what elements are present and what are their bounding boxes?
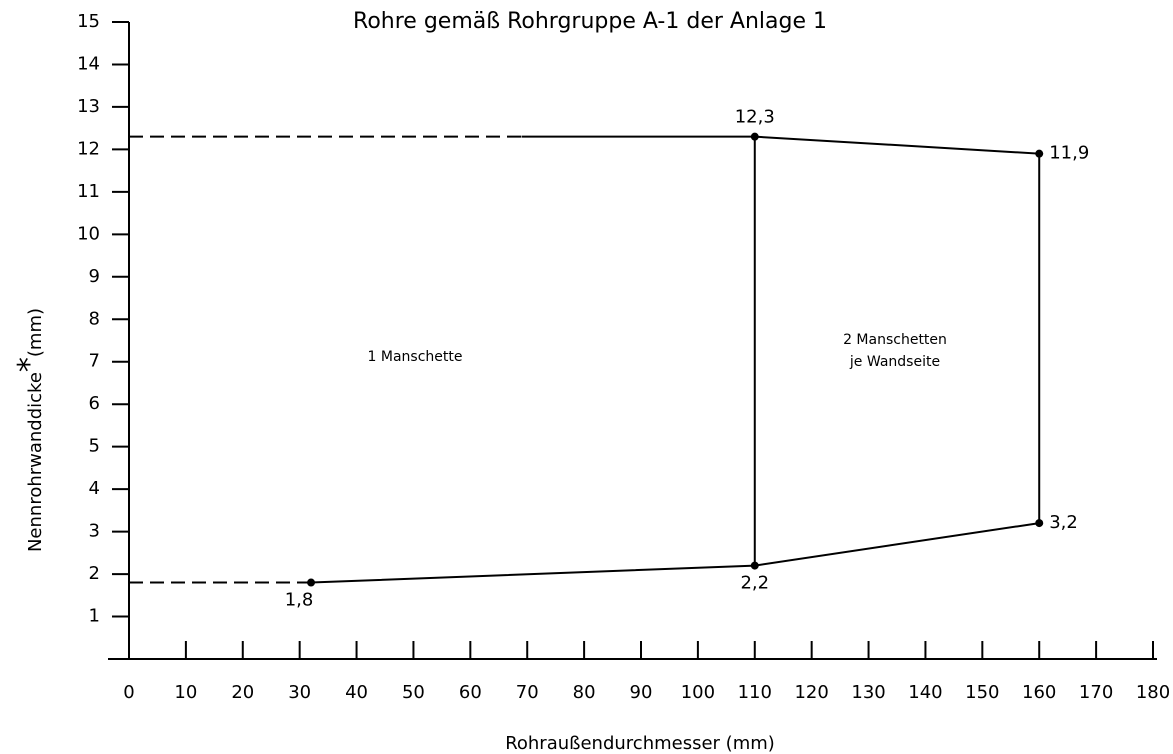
y-label-text: Nennrohrwanddicke — [25, 372, 46, 552]
annotation: 1 Manschette — [368, 349, 463, 365]
y-tick-label: 8 — [89, 308, 100, 329]
y-tick-label: 14 — [77, 53, 100, 74]
y-tick-label: 10 — [77, 223, 100, 244]
chart-title: Rohre gemäß Rohrgruppe A-1 der Anlage 1 — [353, 9, 827, 34]
x-tick-label: 70 — [516, 682, 539, 703]
y-label-mark: * — [12, 357, 47, 372]
line — [311, 135, 1041, 584]
x-tick-label: 0 — [123, 682, 134, 703]
x-tick-label: 140 — [908, 682, 942, 703]
y-label-unit: (mm) — [25, 308, 46, 357]
x-tick-label: 110 — [738, 682, 772, 703]
x-tick-label: 60 — [459, 682, 482, 703]
y-tick-label: 12 — [77, 138, 100, 159]
y-tick-label: 6 — [89, 393, 100, 414]
y-tick-label: 13 — [77, 96, 100, 117]
x-tick-label: 50 — [402, 682, 425, 703]
x-tick-label: 10 — [174, 682, 197, 703]
x-tick-label: 20 — [231, 682, 254, 703]
data-label: 12,3 — [735, 107, 775, 128]
y-tick-label: 15 — [77, 11, 100, 32]
data-label: 11,9 — [1049, 143, 1089, 164]
y-tick-label: 1 — [89, 606, 100, 627]
y-tick-label: 11 — [77, 181, 100, 202]
y-tick-label: 4 — [89, 478, 100, 499]
point — [1035, 519, 1044, 528]
annotation: je Wandseite — [849, 354, 940, 370]
y-axis-label: Nennrohrwanddicke*(mm) — [12, 308, 47, 552]
point — [750, 132, 759, 141]
x-tick-label: 40 — [345, 682, 368, 703]
x-tick-label: 80 — [573, 682, 596, 703]
annotation: 2 Manschetten — [843, 332, 947, 348]
x-tick-label: 150 — [965, 682, 999, 703]
x-axis-label: Rohraußendurchmesser (mm) — [505, 733, 775, 754]
data-label: 1,8 — [285, 590, 314, 611]
y-tick-label: 5 — [89, 436, 100, 457]
x-tick-label: 100 — [681, 682, 715, 703]
y-tick-label: 3 — [89, 521, 100, 542]
x-tick-label: 120 — [794, 682, 828, 703]
y-tick-label: 7 — [89, 351, 100, 372]
data-label: 2,2 — [740, 573, 769, 594]
point — [1035, 149, 1044, 158]
y-tick-label: 9 — [89, 266, 100, 287]
x-tick-label: 180 — [1136, 682, 1170, 703]
point — [307, 578, 316, 587]
x-tick-label: 170 — [1079, 682, 1113, 703]
x-tick-label: 160 — [1022, 682, 1056, 703]
point — [750, 561, 759, 570]
x-tick-label: 90 — [630, 682, 653, 703]
y-tick-label: 2 — [89, 563, 100, 584]
x-tick-label: 30 — [288, 682, 311, 703]
data-label: 3,2 — [1049, 512, 1078, 533]
x-tick-label: 130 — [851, 682, 885, 703]
